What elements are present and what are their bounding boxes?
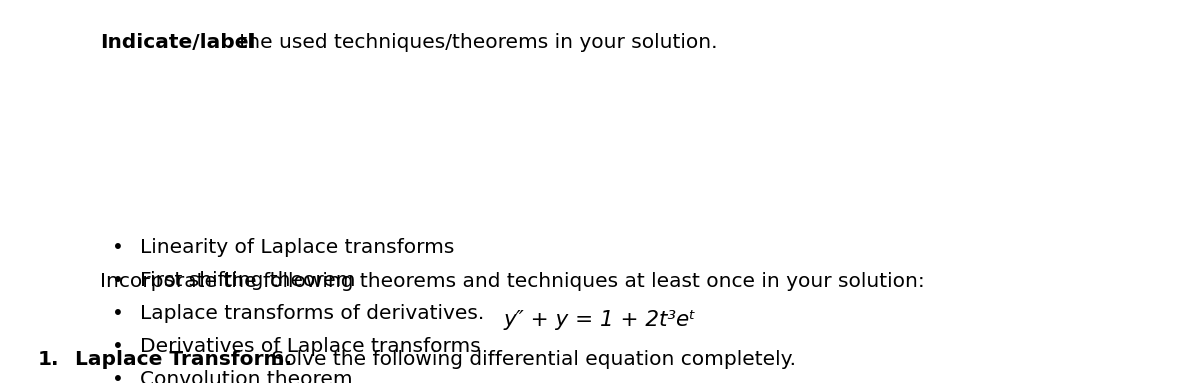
Text: the used techniques/theorems in your solution.: the used techniques/theorems in your sol… xyxy=(233,33,718,52)
Text: •: • xyxy=(112,337,124,356)
Text: •: • xyxy=(112,238,124,257)
Text: Linearity of Laplace transforms: Linearity of Laplace transforms xyxy=(140,238,455,257)
Text: Convolution theorem: Convolution theorem xyxy=(140,370,353,383)
Text: Indicate/label: Indicate/label xyxy=(100,33,256,52)
Text: Incorporate the following theorems and techniques at least once in your solution: Incorporate the following theorems and t… xyxy=(100,272,925,291)
Text: •: • xyxy=(112,304,124,323)
Text: 1.: 1. xyxy=(38,350,60,369)
Text: First shifting theorem: First shifting theorem xyxy=(140,271,355,290)
Text: Solve the following differential equation completely.: Solve the following differential equatio… xyxy=(265,350,796,369)
Text: Derivatives of Laplace transforms: Derivatives of Laplace transforms xyxy=(140,337,481,356)
Text: •: • xyxy=(112,271,124,290)
Text: Laplace Transform.: Laplace Transform. xyxy=(74,350,292,369)
Text: Laplace transforms of derivatives.: Laplace transforms of derivatives. xyxy=(140,304,485,323)
Text: y″ + y = 1 + 2t³eᵗ: y″ + y = 1 + 2t³eᵗ xyxy=(504,310,696,330)
Text: •: • xyxy=(112,370,124,383)
